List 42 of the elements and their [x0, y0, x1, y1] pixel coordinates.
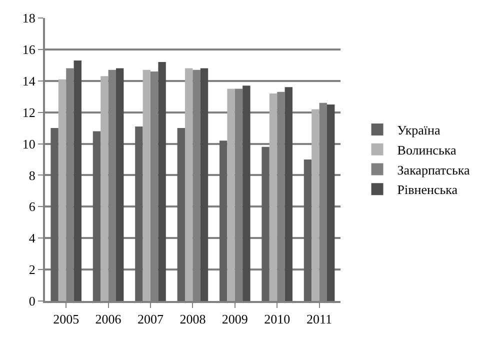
legend-label: Україна — [397, 122, 440, 138]
y-tick-label: 2 — [28, 262, 36, 278]
bar — [100, 76, 108, 301]
bar — [200, 68, 208, 301]
bar — [262, 146, 270, 301]
bar — [327, 104, 335, 301]
bar — [177, 128, 185, 301]
bar — [58, 79, 66, 301]
y-tick-label: 4 — [28, 230, 36, 246]
bar — [158, 62, 166, 301]
bar — [50, 128, 58, 301]
bar — [304, 160, 312, 301]
legend-label: Волинська — [397, 142, 456, 158]
bar — [220, 140, 228, 301]
x-tick-label: 2006 — [95, 312, 122, 327]
y-tick-label: 14 — [22, 73, 36, 88]
bar — [284, 87, 292, 301]
bar — [74, 60, 82, 301]
bar — [135, 126, 143, 301]
y-tick-label: 10 — [22, 136, 36, 152]
x-tick-label: 2009 — [222, 312, 248, 327]
legend-label: Закарпатська — [397, 162, 470, 178]
bar — [142, 70, 150, 301]
x-tick-label: 2005 — [53, 312, 80, 327]
y-tick-label: 6 — [28, 199, 36, 214]
x-tick-label: 2010 — [264, 312, 290, 327]
x-tick-label: 2007 — [138, 312, 164, 327]
bar — [269, 93, 278, 301]
y-tick-label: 8 — [28, 168, 36, 183]
y-tick-label: 16 — [22, 42, 36, 57]
bar — [92, 131, 101, 301]
bar — [116, 68, 124, 301]
bar — [227, 88, 235, 301]
bar — [185, 68, 193, 301]
bar — [312, 109, 320, 301]
y-tick-label: 12 — [22, 104, 36, 120]
y-tick-label: 0 — [28, 294, 36, 309]
x-tick-label: 2011 — [306, 312, 332, 327]
bar — [242, 86, 250, 301]
x-tick-label: 2008 — [180, 312, 206, 327]
y-tick-label: 18 — [22, 10, 36, 26]
legend-label: Рівненська — [397, 182, 458, 198]
